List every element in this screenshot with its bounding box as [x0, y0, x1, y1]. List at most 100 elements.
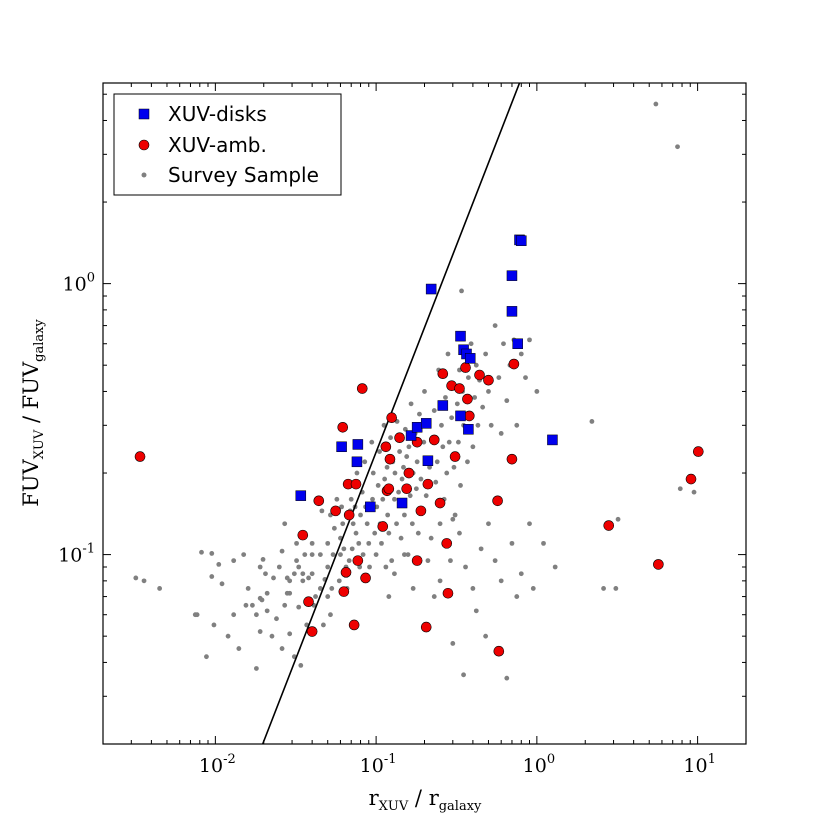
- survey-sample-point: [439, 422, 444, 428]
- xuv-amb-point: [306, 626, 318, 637]
- survey-sample-point: [450, 516, 456, 522]
- xuv-amb-point: [420, 621, 432, 633]
- survey-sample-point: [492, 323, 498, 328]
- survey-sample-point: [410, 586, 416, 591]
- survey-sample-point: [398, 535, 404, 541]
- survey-sample-point: [454, 401, 460, 407]
- survey-sample-point: [133, 575, 139, 581]
- survey-sample-point: [271, 575, 276, 581]
- survey-sample-point: [417, 411, 422, 417]
- xuv-amb-point: [134, 451, 146, 462]
- y-tick-label: 10-1: [58, 542, 95, 567]
- survey-sample-point: [401, 464, 406, 470]
- legend-box: [113, 93, 342, 196]
- xuv-disk-point: [336, 441, 347, 453]
- survey-sample-point: [527, 337, 532, 343]
- survey-sample-point: [379, 540, 384, 546]
- xuv-amb-point: [685, 473, 697, 485]
- survey-sample-point: [209, 574, 215, 579]
- survey-sample-point: [455, 439, 461, 445]
- survey-sample-point: [450, 641, 456, 646]
- survey-sample-point: [360, 552, 366, 557]
- survey-sample-point: [402, 552, 407, 557]
- survey-sample-point: [279, 548, 285, 554]
- survey-sample-point: [423, 493, 429, 499]
- survey-sample-point: [388, 435, 393, 441]
- survey-sample-point: [434, 459, 440, 465]
- survey-sample-point: [530, 586, 536, 591]
- survey-sample-point: [504, 675, 510, 681]
- survey-sample-point: [216, 562, 222, 567]
- xuv-amb-point: [464, 410, 475, 422]
- xuv-disk-point: [463, 424, 474, 435]
- xuv-amb-point: [474, 369, 485, 381]
- legend-marker-dot: [141, 172, 147, 178]
- survey-sample-point: [407, 493, 413, 499]
- survey-sample-point: [386, 594, 392, 599]
- survey-sample-point: [483, 351, 489, 357]
- survey-sample-point: [413, 486, 419, 492]
- survey-sample-point: [404, 454, 410, 459]
- survey-sample-point: [405, 552, 411, 557]
- survey-sample-point: [486, 389, 491, 394]
- survey-sample-point: [306, 575, 311, 581]
- xuv-disk-point: [420, 418, 432, 429]
- legend-label-survey-sample: Survey Sample: [168, 163, 319, 187]
- xuv-disk-point: [405, 430, 417, 441]
- survey-sample-point: [527, 521, 532, 527]
- survey-sample-point: [509, 540, 515, 546]
- xuv-amb-point: [411, 555, 423, 566]
- xuv-amb-point: [693, 446, 704, 457]
- xuv-amb-points: [134, 358, 704, 657]
- survey-sample-point: [317, 552, 323, 557]
- survey-sample-point: [601, 586, 606, 591]
- xuv-disk-point: [425, 283, 437, 295]
- survey-sample-point: [309, 552, 315, 557]
- survey-sample-point: [498, 431, 504, 436]
- axis-ticks: [102, 83, 747, 745]
- survey-sample-point: [260, 557, 266, 562]
- survey-sample-point: [259, 597, 265, 603]
- xuv-amb-point: [360, 572, 371, 584]
- xuv-amb-point: [340, 567, 352, 578]
- survey-sample-point: [330, 552, 336, 557]
- survey-sample-point: [496, 375, 502, 380]
- survey-sample-point: [422, 389, 427, 394]
- survey-sample-point: [274, 616, 279, 622]
- survey-sample-point: [523, 375, 528, 380]
- xuv-disk-point: [411, 422, 423, 433]
- survey-sample-point: [492, 558, 498, 564]
- survey-sample-point: [380, 496, 386, 502]
- survey-sample-point: [394, 521, 399, 527]
- xuv-amb-point: [441, 538, 453, 549]
- survey-sample-point: [389, 558, 395, 564]
- survey-sample-point: [253, 666, 259, 671]
- survey-sample-point: [236, 646, 242, 651]
- survey-sample-point: [370, 470, 376, 476]
- survey-sample-point: [204, 654, 209, 660]
- survey-sample-point: [231, 612, 237, 618]
- survey-sample-point: [383, 564, 389, 570]
- survey-sample-point: [463, 564, 468, 570]
- survey-sample-point: [498, 578, 504, 584]
- survey-sample-point: [264, 590, 270, 596]
- y-tick-label: 100: [63, 271, 95, 296]
- survey-sample-point: [501, 341, 506, 347]
- xuv-disk-point: [352, 439, 364, 450]
- survey-sample-point: [257, 564, 263, 570]
- survey-sample-point: [350, 521, 356, 527]
- survey-sample-point: [225, 633, 231, 639]
- xuv-amb-point: [303, 596, 314, 608]
- survey-sample-point: [356, 540, 362, 546]
- survey-sample-point: [334, 496, 340, 502]
- survey-sample-point: [421, 439, 427, 445]
- survey-sample-point: [414, 459, 420, 465]
- survey-sample-point: [480, 404, 486, 410]
- survey-sample-point: [488, 422, 494, 428]
- survey-sample-point: [399, 476, 405, 482]
- survey-sample-point: [296, 604, 302, 610]
- xuv-amb-point: [603, 520, 615, 531]
- survey-sample-point: [473, 362, 479, 368]
- survey-sample-point: [514, 422, 520, 428]
